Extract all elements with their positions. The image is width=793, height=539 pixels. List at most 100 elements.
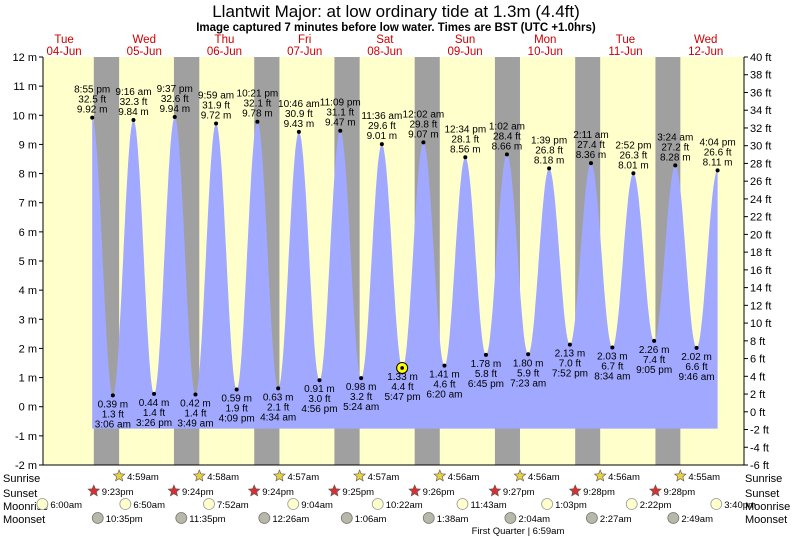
tide-point-0 xyxy=(90,115,95,120)
sunrise-time-0: 4:59am xyxy=(127,472,159,483)
moonrise-time-8: 3:40pm xyxy=(724,500,756,511)
low-tide-metres-25: 2.03 m xyxy=(597,352,628,363)
high-tide-metres-20: 8.66 m xyxy=(492,141,523,152)
right-tick-label-22: 38 ft xyxy=(750,70,771,82)
sunset-time-3: 9:25pm xyxy=(342,487,374,498)
low-tide-feet-15: 4.4 ft xyxy=(391,382,413,393)
tide-point-13 xyxy=(359,376,364,381)
right-tick-label-17: 28 ft xyxy=(750,158,771,170)
sunset-icon-7 xyxy=(648,484,662,497)
right-tick-label-14: 22 ft xyxy=(750,212,771,224)
low-tide-metres-9: 0.63 m xyxy=(263,392,294,403)
tide-point-27 xyxy=(652,338,657,343)
right-tick-label-20: 34 ft xyxy=(750,105,771,117)
tide-point-26 xyxy=(631,171,636,176)
sunrise-time-5: 4:56am xyxy=(528,472,560,483)
low-tide-metres-1: 0.39 m xyxy=(98,399,129,410)
tide-point-18 xyxy=(463,155,468,160)
moonrise-icon-2 xyxy=(203,498,215,510)
day-name-0: Tue xyxy=(54,34,73,46)
low-tide-metres-23: 2.13 m xyxy=(555,349,586,360)
moonset-icon-6 xyxy=(585,512,598,524)
high-tide-time-2: 9:16 am xyxy=(115,87,151,98)
high-tide-time-0: 8:55 pm xyxy=(74,85,110,96)
day-name-3: Fri xyxy=(298,34,311,46)
sunset-icon-0 xyxy=(87,484,101,497)
right-tick-label-7: 8 ft xyxy=(750,336,765,348)
sunset-time-4: 9:26pm xyxy=(423,487,455,498)
high-tide-metres-4: 9.94 m xyxy=(159,104,190,115)
tide-curve-area xyxy=(92,117,718,429)
right-tick-label-23: 40 ft xyxy=(750,52,771,64)
high-tide-feet-22: 26.8 ft xyxy=(535,145,563,156)
high-tide-feet-12: 31.1 ft xyxy=(326,108,354,119)
high-tide-time-18: 12:34 pm xyxy=(444,124,486,135)
moonrise-time-2: 7:52am xyxy=(217,500,249,511)
low-tide-metres-21: 1.80 m xyxy=(513,358,544,369)
low-tide-time-25: 8:34 am xyxy=(594,372,630,383)
high-tide-metres-6: 9.72 m xyxy=(201,110,232,121)
moonrise-icon-4 xyxy=(371,498,384,510)
low-tide-feet-29: 6.6 ft xyxy=(685,362,707,373)
right-tick-label-8: 10 ft xyxy=(750,318,771,330)
left-tick-label-13: 11 m xyxy=(13,81,37,93)
left-tick-label-2: 0 m xyxy=(19,402,37,414)
left-tick-label-12: 10 m xyxy=(13,110,37,122)
low-tide-metres-7: 0.59 m xyxy=(221,394,252,405)
right-tick-label-15: 24 ft xyxy=(750,194,771,206)
tide-point-16 xyxy=(421,140,426,145)
sunset-time-5: 9:27pm xyxy=(503,487,535,498)
high-tide-feet-6: 31.9 ft xyxy=(202,100,230,111)
day-date-7: 11-Jun xyxy=(608,46,642,58)
high-tide-metres-22: 8.18 m xyxy=(534,155,565,166)
left-tick-label-1: -1 m xyxy=(15,431,37,443)
high-tide-metres-14: 9.01 m xyxy=(367,131,398,142)
moonset-time-7: 2:49am xyxy=(681,514,713,525)
tide-point-25 xyxy=(610,345,615,350)
tide-point-24 xyxy=(588,161,593,166)
moonrise-icon-0 xyxy=(36,498,49,510)
tide-point-9 xyxy=(276,386,281,391)
moonrise-icon-7 xyxy=(625,498,638,510)
low-tide-time-19: 6:45 pm xyxy=(468,379,504,390)
current-tide-marker-dot xyxy=(400,366,404,370)
tide-point-8 xyxy=(255,119,260,124)
high-tide-metres-30: 8.11 m xyxy=(703,157,733,168)
high-tide-metres-0: 9.92 m xyxy=(77,105,108,116)
sunset-icon-6 xyxy=(568,484,582,497)
right-tick-label-4: 2 ft xyxy=(750,389,765,401)
moonrise-time-3: 9:04am xyxy=(301,500,333,511)
tide-water-area xyxy=(92,117,718,429)
low-tide-metres-11: 0.91 m xyxy=(304,384,335,395)
sunrise-icon-5 xyxy=(513,469,527,482)
tide-point-2 xyxy=(131,117,136,122)
low-tide-feet-11: 3.0 ft xyxy=(308,394,330,405)
sunset-time-7: 9:28pm xyxy=(663,487,695,498)
day-name-4: Sat xyxy=(376,34,394,46)
sunset-row-label-left: Sunset xyxy=(3,488,37,500)
left-tick-label-8: 6 m xyxy=(19,227,37,239)
low-tide-metres-5: 0.42 m xyxy=(180,398,211,409)
sunrise-icon-2 xyxy=(272,469,286,482)
right-tick-label-11: 16 ft xyxy=(750,265,771,277)
tide-point-6 xyxy=(214,121,219,126)
tide-point-1 xyxy=(110,393,115,398)
high-tide-time-14: 11:36 am xyxy=(361,111,402,122)
moonrise-time-1: 6:50am xyxy=(133,500,165,511)
high-tide-feet-18: 28.1 ft xyxy=(451,134,479,145)
sunrise-row-label-left: Sunrise xyxy=(3,473,40,485)
sunrise-row-label-right: Sunrise xyxy=(745,473,782,485)
day-date-5: 09-Jun xyxy=(447,46,482,58)
moonset-time-0: 10:35pm xyxy=(106,514,143,525)
moonrise-icon-1 xyxy=(119,498,132,510)
day-name-2: Thu xyxy=(215,34,235,46)
sunset-time-0: 9:23pm xyxy=(102,487,134,498)
low-tide-metres-3: 0.44 m xyxy=(139,398,170,409)
low-tide-feet-13: 3.2 ft xyxy=(350,392,372,403)
moonset-icon-2 xyxy=(258,512,271,524)
tide-point-12 xyxy=(338,128,343,133)
day-name-7: Tue xyxy=(616,34,635,46)
tide-point-28 xyxy=(673,163,678,168)
moonset-icon-5 xyxy=(504,512,517,524)
low-tide-time-13: 5:24 am xyxy=(343,402,379,413)
